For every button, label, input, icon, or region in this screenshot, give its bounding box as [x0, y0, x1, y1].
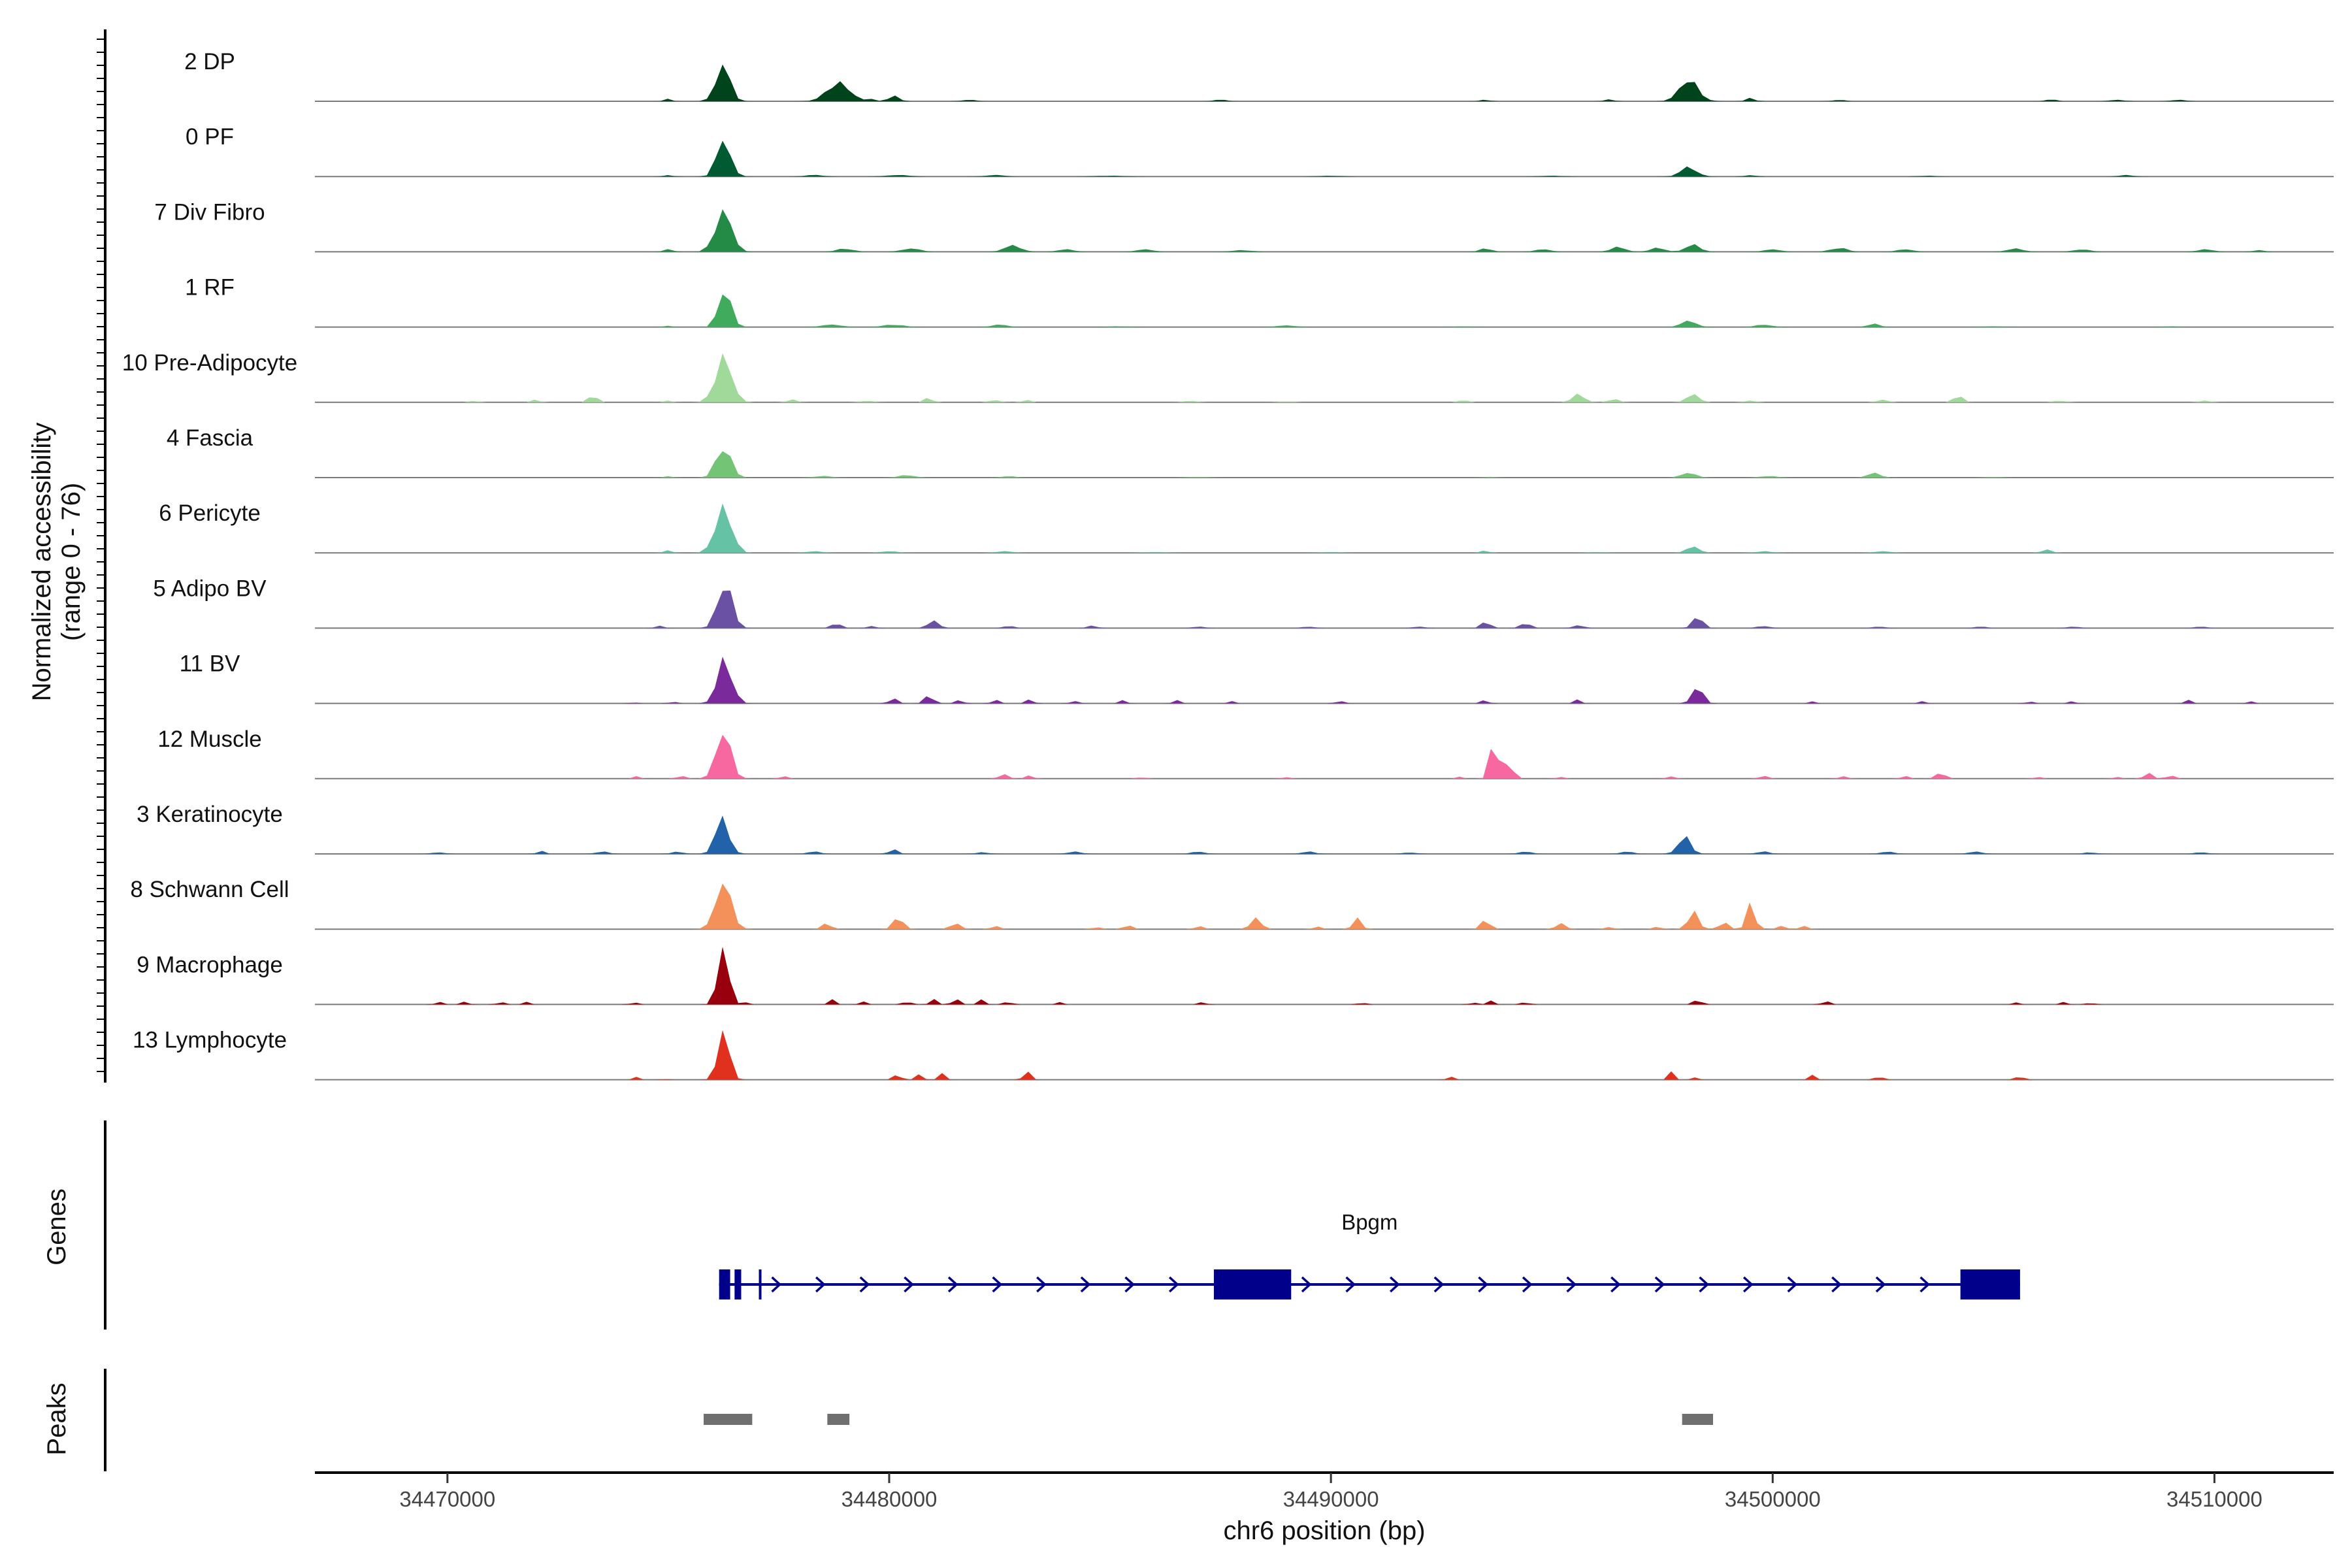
peaks-panel-label: Peaks	[42, 1382, 71, 1455]
gene-exon	[759, 1269, 762, 1299]
strand-arrow	[1875, 1276, 1886, 1293]
strand-arrow	[1610, 1276, 1621, 1293]
x-tick-label: 34470000	[399, 1487, 495, 1511]
strand-arrow	[1036, 1276, 1047, 1293]
track-9-macrophage: 9 Macrophage	[137, 947, 2334, 1005]
genes-panel-label: Genes	[42, 1188, 71, 1266]
strand-arrow	[1478, 1276, 1489, 1293]
strand-arrow	[1390, 1276, 1400, 1293]
track-label: 13 Lymphocyte	[133, 1028, 287, 1053]
coverage-area	[315, 503, 2334, 553]
track-label: 2 DP	[184, 49, 235, 74]
track-0-pf: 0 PF	[186, 124, 2334, 178]
strand-arrow	[1699, 1276, 1710, 1293]
track-label: 0 PF	[186, 124, 234, 150]
coverage-area	[315, 140, 2334, 177]
strand-arrow	[1919, 1276, 1931, 1293]
strand-arrow	[992, 1276, 1003, 1293]
track-7-div-fibro: 7 Div Fibro	[154, 199, 2334, 253]
track-label: 11 BV	[180, 651, 240, 677]
track-label: 7 Div Fibro	[154, 199, 265, 225]
x-axis-title: chr6 position (bp)	[1223, 1516, 1425, 1545]
y-axis-title: Normalized accessibility	[27, 423, 56, 702]
coverage-tracks: 2 DP 0 PF 7 Div Fibro 1 RF 10 Pre-Adipocyte 4…	[122, 49, 2334, 1081]
gene-track: Bpgm	[719, 1210, 2020, 1299]
strand-arrow	[1345, 1276, 1356, 1293]
track-label: 6 Pericyte	[159, 500, 261, 526]
strand-arrow	[1742, 1276, 1754, 1293]
strand-arrow	[859, 1276, 870, 1293]
track-11-bv: 11 BV	[180, 651, 2334, 704]
peak-region	[827, 1414, 850, 1425]
coverage-area	[315, 657, 2334, 704]
strand-arrow	[771, 1276, 782, 1293]
gene-name-label: Bpgm	[1341, 1210, 1397, 1234]
coverage-y-ticks	[97, 39, 105, 1072]
y-axis-range: (range 0 - 76)	[57, 483, 86, 641]
coverage-area	[315, 734, 2334, 779]
peak-region	[704, 1414, 753, 1425]
track-3-keratinocyte: 3 Keratinocyte	[137, 802, 2334, 855]
strand-arrow	[1168, 1276, 1179, 1293]
track-6-pericyte: 6 Pericyte	[159, 500, 2334, 554]
track-10-pre-adipocyte: 10 Pre-Adipocyte	[122, 350, 2334, 403]
track-2-dp: 2 DP	[184, 49, 2334, 102]
gene-exon	[1213, 1269, 1292, 1299]
track-13-lymphocyte: 13 Lymphocyte	[133, 1028, 2334, 1081]
track-label: 4 Fascia	[167, 425, 253, 451]
strand-arrow	[1080, 1276, 1091, 1293]
strand-arrow	[1566, 1276, 1577, 1293]
track-label: 3 Keratinocyte	[137, 802, 283, 827]
strand-arrow	[1787, 1276, 1798, 1293]
peak-region	[1682, 1414, 1714, 1425]
strand-arrow	[1301, 1276, 1312, 1293]
coverage-area	[315, 883, 2334, 930]
track-label: 8 Schwann Cell	[130, 877, 289, 902]
strand-arrow	[1124, 1276, 1135, 1293]
strand-arrow	[904, 1276, 915, 1293]
x-tick-label: 34510000	[2166, 1487, 2262, 1511]
coverage-area	[315, 815, 2334, 854]
track-label: 10 Pre-Adipocyte	[122, 350, 297, 376]
strand-arrow	[1433, 1276, 1445, 1293]
track-5-adipo-bv: 5 Adipo BV	[153, 576, 2334, 629]
gene-exon	[1960, 1269, 2020, 1299]
coverage-area	[315, 590, 2334, 629]
x-tick-label: 34490000	[1283, 1487, 1379, 1511]
coverage-area	[315, 294, 2334, 327]
peak-region-track	[704, 1414, 1714, 1425]
track-8-schwann-cell: 8 Schwann Cell	[130, 877, 2334, 930]
track-label: 5 Adipo BV	[153, 576, 267, 601]
gene-exon	[719, 1269, 730, 1299]
coverage-area	[315, 209, 2334, 252]
track-12-muscle: 12 Muscle	[157, 727, 2334, 779]
x-tick-label: 34480000	[841, 1487, 938, 1511]
track-1-rf: 1 RF	[185, 275, 2334, 328]
strand-arrow	[1522, 1276, 1533, 1293]
x-tick-label: 34500000	[1725, 1487, 1821, 1511]
strand-arrow	[815, 1276, 826, 1293]
coverage-area	[315, 451, 2334, 478]
gene-exon	[734, 1269, 742, 1299]
strand-arrow	[1654, 1276, 1665, 1293]
coverage-area	[315, 947, 2334, 1005]
track-4-fascia: 4 Fascia	[167, 425, 2334, 478]
coverage-area	[315, 64, 2334, 101]
track-label: 1 RF	[185, 275, 235, 301]
x-axis-ticks: 34470000 34480000 34490000 34500000 34510000	[399, 1473, 2262, 1511]
track-label: 12 Muscle	[157, 727, 262, 752]
coverage-area	[315, 353, 2334, 402]
strand-arrow	[947, 1276, 958, 1293]
coverage-area	[315, 1030, 2334, 1080]
track-label: 9 Macrophage	[137, 952, 283, 977]
strand-arrow	[1831, 1276, 1842, 1293]
